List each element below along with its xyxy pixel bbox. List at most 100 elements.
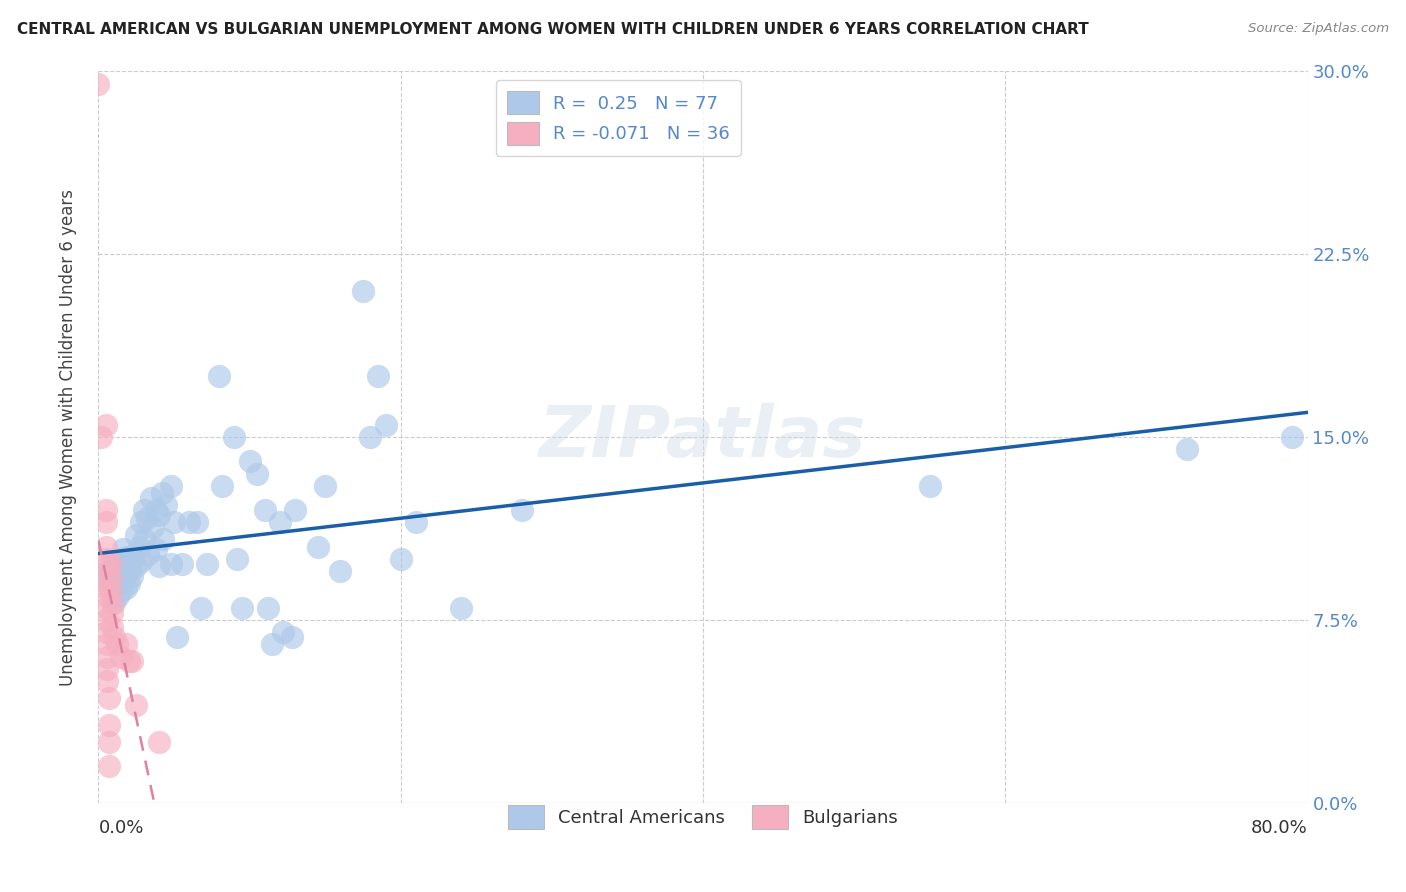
Point bbox=[135, 510, 157, 524]
Point bbox=[114, 637, 136, 651]
Point bbox=[160, 557, 183, 571]
Point bbox=[160, 479, 183, 493]
Point bbox=[389, 552, 412, 566]
Point bbox=[179, 516, 201, 530]
Point bbox=[136, 547, 159, 561]
Text: Source: ZipAtlas.com: Source: ZipAtlas.com bbox=[1249, 22, 1389, 36]
Point bbox=[105, 576, 128, 591]
Point bbox=[253, 503, 276, 517]
Point bbox=[120, 562, 142, 576]
Point bbox=[121, 569, 143, 583]
Point bbox=[105, 637, 128, 651]
Point bbox=[186, 516, 208, 530]
Point bbox=[145, 542, 167, 557]
Point bbox=[103, 630, 125, 644]
Point bbox=[367, 369, 389, 384]
Point bbox=[145, 503, 167, 517]
Point bbox=[170, 557, 193, 571]
Y-axis label: Unemployment Among Women with Children Under 6 years: Unemployment Among Women with Children U… bbox=[59, 188, 77, 686]
Point bbox=[90, 430, 112, 444]
Point bbox=[103, 562, 125, 576]
Point bbox=[100, 557, 122, 571]
Text: 80.0%: 80.0% bbox=[1251, 819, 1308, 837]
Point bbox=[148, 559, 170, 574]
Point bbox=[98, 735, 121, 749]
Point bbox=[100, 583, 122, 598]
Point bbox=[918, 479, 941, 493]
Point bbox=[314, 479, 336, 493]
Point bbox=[269, 516, 291, 530]
Point bbox=[94, 600, 117, 615]
Point bbox=[195, 557, 218, 571]
Point bbox=[98, 718, 121, 732]
Point bbox=[150, 486, 173, 500]
Point bbox=[231, 600, 253, 615]
Point bbox=[121, 654, 143, 668]
Point bbox=[1281, 430, 1303, 444]
Point bbox=[239, 454, 262, 468]
Point bbox=[110, 649, 132, 664]
Point bbox=[271, 625, 294, 640]
Point bbox=[166, 630, 188, 644]
Point bbox=[118, 576, 141, 591]
Legend: Central Americans, Bulgarians: Central Americans, Bulgarians bbox=[499, 797, 907, 838]
Point bbox=[128, 540, 150, 554]
Point bbox=[94, 581, 117, 595]
Point bbox=[374, 417, 396, 432]
Point bbox=[246, 467, 269, 481]
Point bbox=[96, 662, 118, 676]
Point bbox=[100, 572, 122, 586]
Point bbox=[94, 516, 117, 530]
Point bbox=[132, 533, 155, 547]
Point bbox=[190, 600, 212, 615]
Point bbox=[101, 606, 124, 620]
Text: CENTRAL AMERICAN VS BULGARIAN UNEMPLOYMENT AMONG WOMEN WITH CHILDREN UNDER 6 YEA: CENTRAL AMERICAN VS BULGARIAN UNEMPLOYME… bbox=[17, 22, 1088, 37]
Point bbox=[163, 516, 186, 530]
Point bbox=[98, 564, 121, 578]
Point bbox=[224, 430, 246, 444]
Point bbox=[96, 649, 118, 664]
Point bbox=[94, 572, 117, 586]
Point bbox=[100, 581, 122, 595]
Point bbox=[360, 430, 382, 444]
Point bbox=[284, 503, 307, 517]
Point bbox=[307, 540, 329, 554]
Point bbox=[510, 503, 533, 517]
Point bbox=[226, 552, 249, 566]
Point bbox=[94, 540, 117, 554]
Point bbox=[110, 583, 132, 598]
Point bbox=[107, 589, 129, 603]
Point bbox=[141, 491, 163, 505]
Point bbox=[94, 625, 117, 640]
Point bbox=[101, 620, 124, 634]
Point bbox=[125, 527, 148, 541]
Point bbox=[1175, 442, 1198, 457]
Point bbox=[101, 596, 124, 610]
Point bbox=[155, 499, 177, 513]
Point bbox=[148, 508, 170, 522]
Point bbox=[329, 564, 352, 578]
Point bbox=[94, 417, 117, 432]
Point bbox=[94, 559, 117, 574]
Point bbox=[132, 503, 155, 517]
Point bbox=[115, 549, 138, 564]
Point bbox=[125, 559, 148, 574]
Point bbox=[262, 637, 284, 651]
Point bbox=[148, 735, 170, 749]
Point bbox=[256, 600, 278, 615]
Point bbox=[211, 479, 233, 493]
Point bbox=[98, 690, 121, 705]
Point bbox=[114, 581, 136, 595]
Point bbox=[110, 569, 132, 583]
Point bbox=[101, 569, 124, 583]
Point bbox=[98, 759, 121, 773]
Point bbox=[94, 572, 117, 586]
Point bbox=[118, 557, 141, 571]
Point bbox=[94, 613, 117, 627]
Point bbox=[94, 552, 117, 566]
Text: ZIPatlas: ZIPatlas bbox=[540, 402, 866, 472]
Point bbox=[352, 284, 374, 298]
Point bbox=[103, 596, 125, 610]
Point bbox=[112, 572, 135, 586]
Point bbox=[129, 516, 152, 530]
